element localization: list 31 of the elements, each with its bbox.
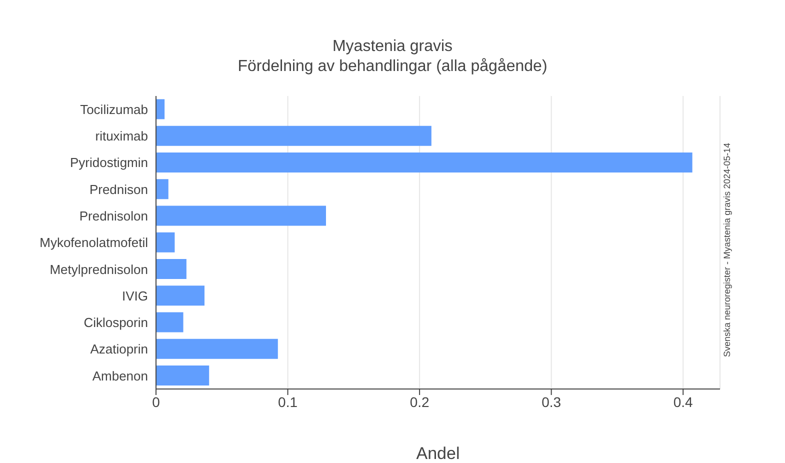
x-tick-label: 0: [152, 394, 160, 410]
x-tick-label: 0.1: [278, 394, 298, 410]
x-tick-label: 0.2: [410, 394, 430, 410]
bar: [156, 152, 692, 172]
y-tick-label: Pyridostigmin: [70, 155, 148, 170]
y-tick-label: Ambenon: [92, 368, 148, 384]
chart-subtitle: Fördelning av behandlingar (alla pågående): [236, 57, 548, 77]
y-tick-label: Tocilizumab: [80, 102, 148, 117]
bar: [156, 179, 168, 200]
bar: [156, 366, 210, 386]
y-tick-label: Azatioprin: [90, 342, 148, 357]
y-tick-label: Prednison: [89, 182, 148, 197]
y-tick-label: Mykofenolatmofetil: [40, 235, 148, 250]
bar: [156, 312, 184, 332]
bar: [156, 99, 165, 120]
bar: [156, 126, 432, 146]
x-tick-label: 0.4: [673, 394, 694, 410]
chart-title: Myastenia gravis: [331, 37, 454, 57]
y-tick-label: Ciklosporin: [84, 315, 148, 330]
x-tick-label: 0.3: [542, 394, 562, 410]
bar: [156, 259, 186, 280]
x-axis-title: Andel: [415, 444, 461, 463]
y-tick-label: rituximab: [95, 128, 148, 144]
bar: [156, 286, 204, 306]
bar: [156, 206, 326, 226]
bar: [156, 338, 278, 359]
y-tick-label: Metylprednisolon: [50, 262, 148, 277]
y-tick-label: IVIG: [122, 288, 148, 304]
bar: [156, 232, 175, 252]
y-tick-label: Prednisolon: [79, 208, 148, 224]
text: Svenska neuroregister - Myastenia gravis 2024-05-14: [722, 142, 732, 360]
